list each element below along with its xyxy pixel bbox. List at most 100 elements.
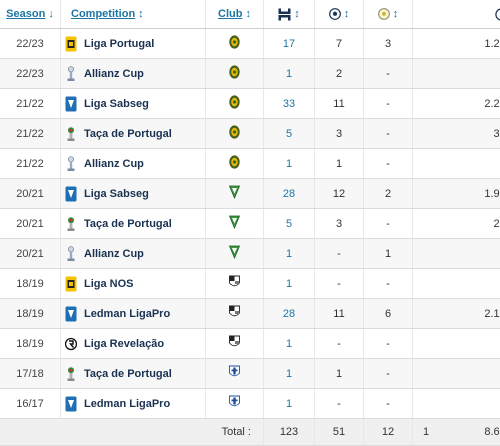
assists-icon[interactable]: [378, 8, 390, 20]
club-cell[interactable]: [206, 329, 264, 359]
appearances-link[interactable]: 33: [283, 98, 295, 110]
club-cell[interactable]: [206, 149, 264, 179]
appearances-cell[interactable]: 5: [264, 209, 315, 239]
club-cell[interactable]: [206, 179, 264, 209]
rio-ave-badge[interactable]: [229, 125, 240, 142]
rio-ave-badge[interactable]: [229, 35, 240, 52]
ledman-ligapro-icon[interactable]: [65, 396, 77, 412]
competition-cell[interactable]: Liga Portugal: [61, 29, 206, 59]
competition-cell[interactable]: Liga Sabseg: [61, 89, 206, 119]
competition-link[interactable]: Liga Sabseg: [84, 188, 149, 200]
competition-link[interactable]: Ledman LigaPro: [84, 398, 170, 410]
sort-icon[interactable]: ↕: [138, 8, 144, 20]
goals-icon[interactable]: [329, 8, 341, 20]
ledman-ligapro-icon[interactable]: [65, 306, 77, 322]
competition-cell[interactable]: Taça de Portugal: [61, 359, 206, 389]
green-shield-badge[interactable]: [229, 185, 240, 202]
sort-icon[interactable]: ↕: [393, 8, 399, 20]
competition-link[interactable]: Taça de Portugal: [84, 218, 172, 230]
appearances-cell[interactable]: 5: [264, 119, 315, 149]
liga-nos-icon[interactable]: [65, 276, 77, 292]
competition-cell[interactable]: Taça de Portugal: [61, 209, 206, 239]
appearances-cell[interactable]: 1: [264, 359, 315, 389]
taca-portugal-icon[interactable]: [65, 366, 77, 382]
club-cell[interactable]: [206, 59, 264, 89]
liga-portugal-icon[interactable]: [65, 36, 77, 52]
blue-shield-badge[interactable]: [229, 365, 240, 382]
appearances-cell[interactable]: 1: [264, 149, 315, 179]
appearances-link[interactable]: 1: [286, 398, 292, 410]
taca-portugal-icon[interactable]: [65, 126, 77, 142]
club-cell[interactable]: [206, 29, 264, 59]
appearances-cell[interactable]: 1: [264, 269, 315, 299]
appearances-link[interactable]: 28: [283, 308, 295, 320]
appearances-cell[interactable]: 33: [264, 89, 315, 119]
rio-ave-badge[interactable]: [229, 155, 240, 172]
competition-cell[interactable]: Liga Revelação: [61, 329, 206, 359]
competition-cell[interactable]: Allianz Cup: [61, 239, 206, 269]
appearances-cell[interactable]: 1: [264, 239, 315, 269]
club-cell[interactable]: [206, 209, 264, 239]
competition-link[interactable]: Liga Revelação: [84, 338, 164, 350]
competition-cell[interactable]: Taça de Portugal: [61, 119, 206, 149]
club-cell[interactable]: [206, 389, 264, 419]
appearances-link[interactable]: 1: [286, 278, 292, 290]
vitoria-badge[interactable]: [229, 275, 240, 292]
appearances-link[interactable]: 5: [286, 218, 292, 230]
club-cell[interactable]: [206, 359, 264, 389]
club-cell[interactable]: [206, 299, 264, 329]
competition-cell[interactable]: Liga Sabseg: [61, 179, 206, 209]
allianz-cup-icon[interactable]: [65, 246, 77, 262]
club-cell[interactable]: [206, 269, 264, 299]
competition-link[interactable]: Taça de Portugal: [84, 128, 172, 140]
sort-desc-icon[interactable]: ↓: [48, 8, 54, 20]
blue-shield-badge[interactable]: [229, 395, 240, 412]
taca-portugal-icon[interactable]: [65, 216, 77, 232]
appearances-cell[interactable]: 1: [264, 329, 315, 359]
vitoria-badge[interactable]: [229, 305, 240, 322]
appearances-icon[interactable]: [278, 8, 291, 21]
clock-icon[interactable]: [495, 8, 500, 21]
competition-header-label[interactable]: Competition: [71, 8, 135, 20]
appearances-link[interactable]: 5: [286, 128, 292, 140]
competition-link[interactable]: Liga NOS: [84, 278, 134, 290]
green-shield-badge[interactable]: [229, 245, 240, 262]
appearances-link[interactable]: 28: [283, 188, 295, 200]
goals-header[interactable]: ↕: [315, 0, 364, 29]
competition-header[interactable]: Competition↕: [61, 0, 206, 29]
sort-icon[interactable]: ↕: [294, 8, 300, 20]
club-cell[interactable]: [206, 119, 264, 149]
competition-link[interactable]: Allianz Cup: [84, 158, 144, 170]
sort-icon[interactable]: ↕: [245, 8, 251, 20]
club-cell[interactable]: [206, 239, 264, 269]
appearances-link[interactable]: 1: [286, 68, 292, 80]
competition-link[interactable]: Allianz Cup: [84, 248, 144, 260]
appearances-header[interactable]: ↕: [264, 0, 315, 29]
competition-cell[interactable]: Ledman LigaPro: [61, 389, 206, 419]
competition-cell[interactable]: Liga NOS: [61, 269, 206, 299]
sort-icon[interactable]: ↕: [344, 8, 350, 20]
appearances-cell[interactable]: 17: [264, 29, 315, 59]
competition-cell[interactable]: Allianz Cup: [61, 59, 206, 89]
rio-ave-badge[interactable]: [229, 65, 240, 82]
appearances-cell[interactable]: 1: [264, 389, 315, 419]
vitoria-badge[interactable]: [229, 335, 240, 352]
liga-sabseg-icon[interactable]: [65, 96, 77, 112]
competition-link[interactable]: Taça de Portugal: [84, 368, 172, 380]
competition-link[interactable]: Liga Portugal: [84, 38, 154, 50]
appearances-link[interactable]: 1: [286, 158, 292, 170]
competition-cell[interactable]: Allianz Cup: [61, 149, 206, 179]
appearances-link[interactable]: 1: [286, 368, 292, 380]
club-header[interactable]: Club↕: [206, 0, 264, 29]
assists-header[interactable]: ↕: [364, 0, 413, 29]
liga-sabseg-icon[interactable]: [65, 186, 77, 202]
appearances-link[interactable]: 1: [286, 338, 292, 350]
minutes-header[interactable]: ↕: [413, 0, 500, 29]
green-shield-badge[interactable]: [229, 215, 240, 232]
rio-ave-badge[interactable]: [229, 95, 240, 112]
appearances-cell[interactable]: 28: [264, 179, 315, 209]
appearances-cell[interactable]: 1: [264, 59, 315, 89]
allianz-cup-icon[interactable]: [65, 156, 77, 172]
allianz-cup-icon[interactable]: [65, 66, 77, 82]
appearances-link[interactable]: 17: [283, 38, 295, 50]
